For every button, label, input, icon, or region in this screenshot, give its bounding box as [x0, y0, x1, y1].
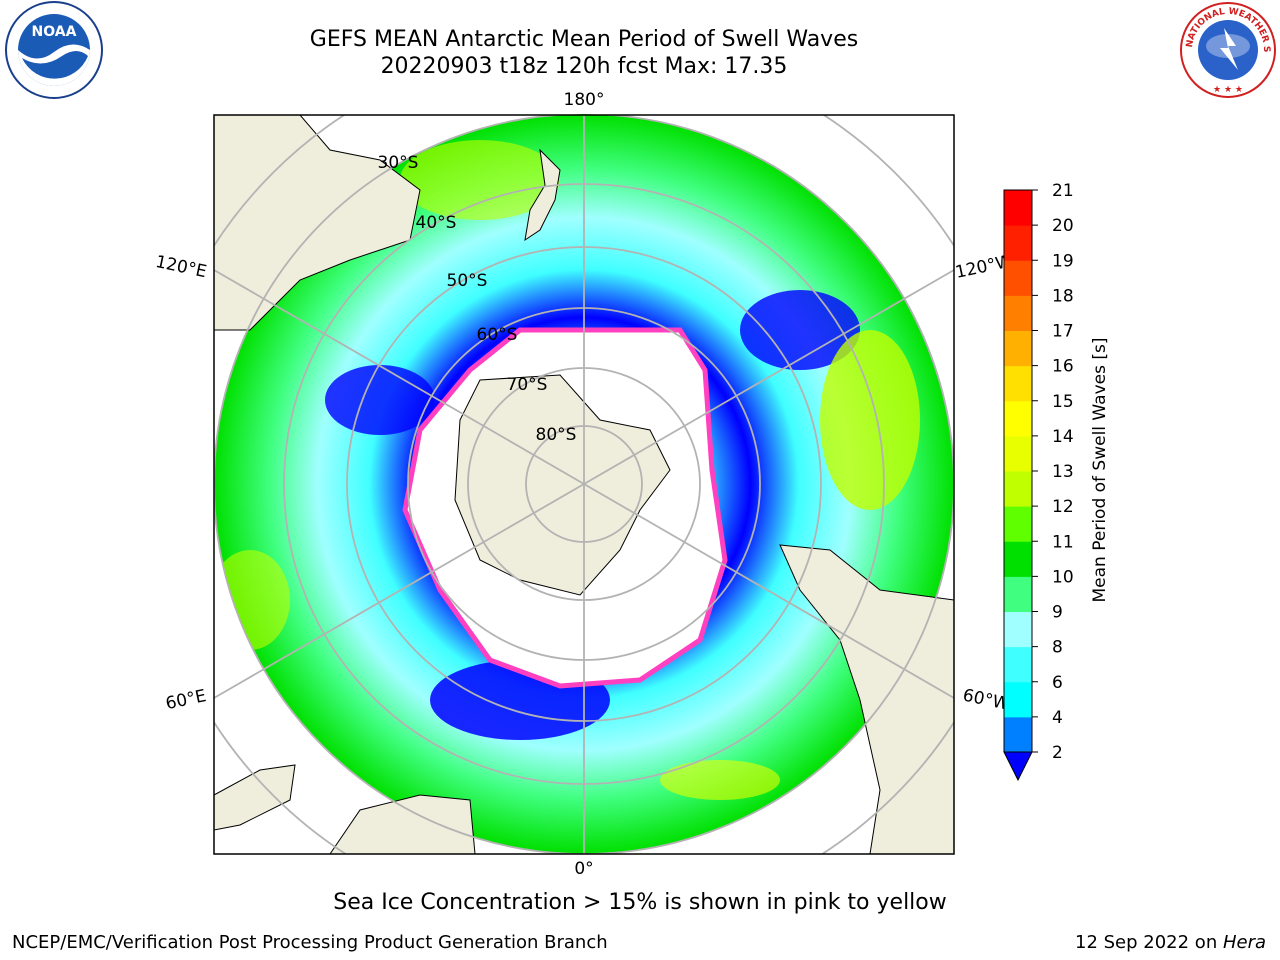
caption: Sea Ice Concentration > 15% is shown in …	[333, 890, 947, 915]
map-frame	[213, 114, 955, 855]
lat-label-60: 60°S	[477, 325, 518, 345]
colorbar-swatch	[1004, 506, 1032, 542]
lat-label-80: 80°S	[536, 425, 577, 445]
svg-text:NOAA: NOAA	[32, 24, 77, 40]
colorbar-swatch	[1004, 190, 1032, 226]
colorbar-swatch	[1004, 646, 1032, 683]
lat-label-70: 70°S	[507, 375, 548, 395]
lon-label-120e: 120°E	[154, 252, 209, 282]
colorbar-tick-label: 16	[1052, 357, 1074, 377]
colorbar-tick-label: 12	[1052, 497, 1074, 517]
lat-label-50: 50°S	[447, 271, 488, 291]
colorbar-tick-label: 11	[1052, 532, 1074, 552]
colorbar-tick-label: 4	[1052, 708, 1063, 728]
colorbar-swatch	[1004, 295, 1032, 331]
colorbar-tick-label: 14	[1052, 427, 1074, 447]
colorbar-swatch	[1004, 225, 1032, 261]
colorbar-swatch	[1004, 471, 1032, 507]
lon-label-180: 180°	[564, 90, 605, 110]
colorbar-tick-label: 6	[1052, 673, 1063, 693]
graticule	[214, 115, 954, 854]
nws-logo: NATIONAL WEATHER SERVICE ★ ★ ★	[1178, 0, 1276, 98]
lat-label-30: 30°S	[378, 153, 419, 173]
colorbar-swatch	[1004, 716, 1032, 753]
colorbar-tick-label: 9	[1052, 603, 1063, 623]
colorbar-tick-label: 8	[1052, 638, 1063, 658]
colorbar-swatch	[1004, 400, 1032, 437]
antarctica	[454, 374, 671, 596]
colorbar-swatch	[1004, 435, 1032, 472]
colorbar-swatch	[1004, 260, 1032, 296]
colorbar-tick-label: 17	[1052, 322, 1074, 342]
colorbar-label: Mean Period of Swell Waves [s]	[1090, 338, 1110, 603]
colorbar-tick-label: 10	[1052, 567, 1074, 587]
colorbar-swatch	[1004, 611, 1032, 648]
chart-title: GEFS MEAN Antarctic Mean Period of Swell…	[309, 27, 859, 52]
lon-label-60e: 60°E	[164, 686, 208, 714]
colorbar: 2 4 6 8 9 10 11 12 13 14 15 16 17 18 19 20 21	[1003, 181, 1074, 782]
svg-text:★ ★ ★: ★ ★ ★	[1213, 85, 1243, 95]
colorbar-swatch	[1004, 681, 1032, 718]
footer-host: Hera	[1222, 932, 1266, 953]
colorbar-swatch	[1004, 541, 1032, 577]
colorbar-swatch	[1004, 330, 1032, 367]
colorbar-tick-label: 2	[1052, 743, 1063, 763]
colorbar-swatch	[1004, 576, 1032, 612]
footer-date: 12 Sep 2022 on Hera	[1075, 932, 1266, 953]
colorbar-tick-label: 15	[1052, 392, 1074, 412]
colorbar-tick-label: 20	[1052, 216, 1074, 236]
colorbar-tick-label: 18	[1052, 286, 1074, 306]
footer-date-text: 12 Sep 2022 on	[1075, 932, 1223, 953]
footer-credit: NCEP/EMC/Verification Post Processing Pr…	[12, 932, 608, 953]
colorbar-tick-label: 19	[1052, 251, 1074, 271]
chart-subtitle: 20220903 t18z 120h fcst Max: 17.35	[380, 54, 788, 79]
colorbar-swatch	[1004, 365, 1032, 402]
colorbar-tick-label: 21	[1052, 181, 1074, 201]
colorbar-extend-triangle	[1003, 751, 1033, 782]
lat-label-40: 40°S	[416, 213, 457, 233]
colorbar-tick-label: 13	[1052, 462, 1074, 482]
noaa-logo: NOAA	[5, 1, 103, 99]
lon-label-0: 0°	[574, 859, 593, 879]
